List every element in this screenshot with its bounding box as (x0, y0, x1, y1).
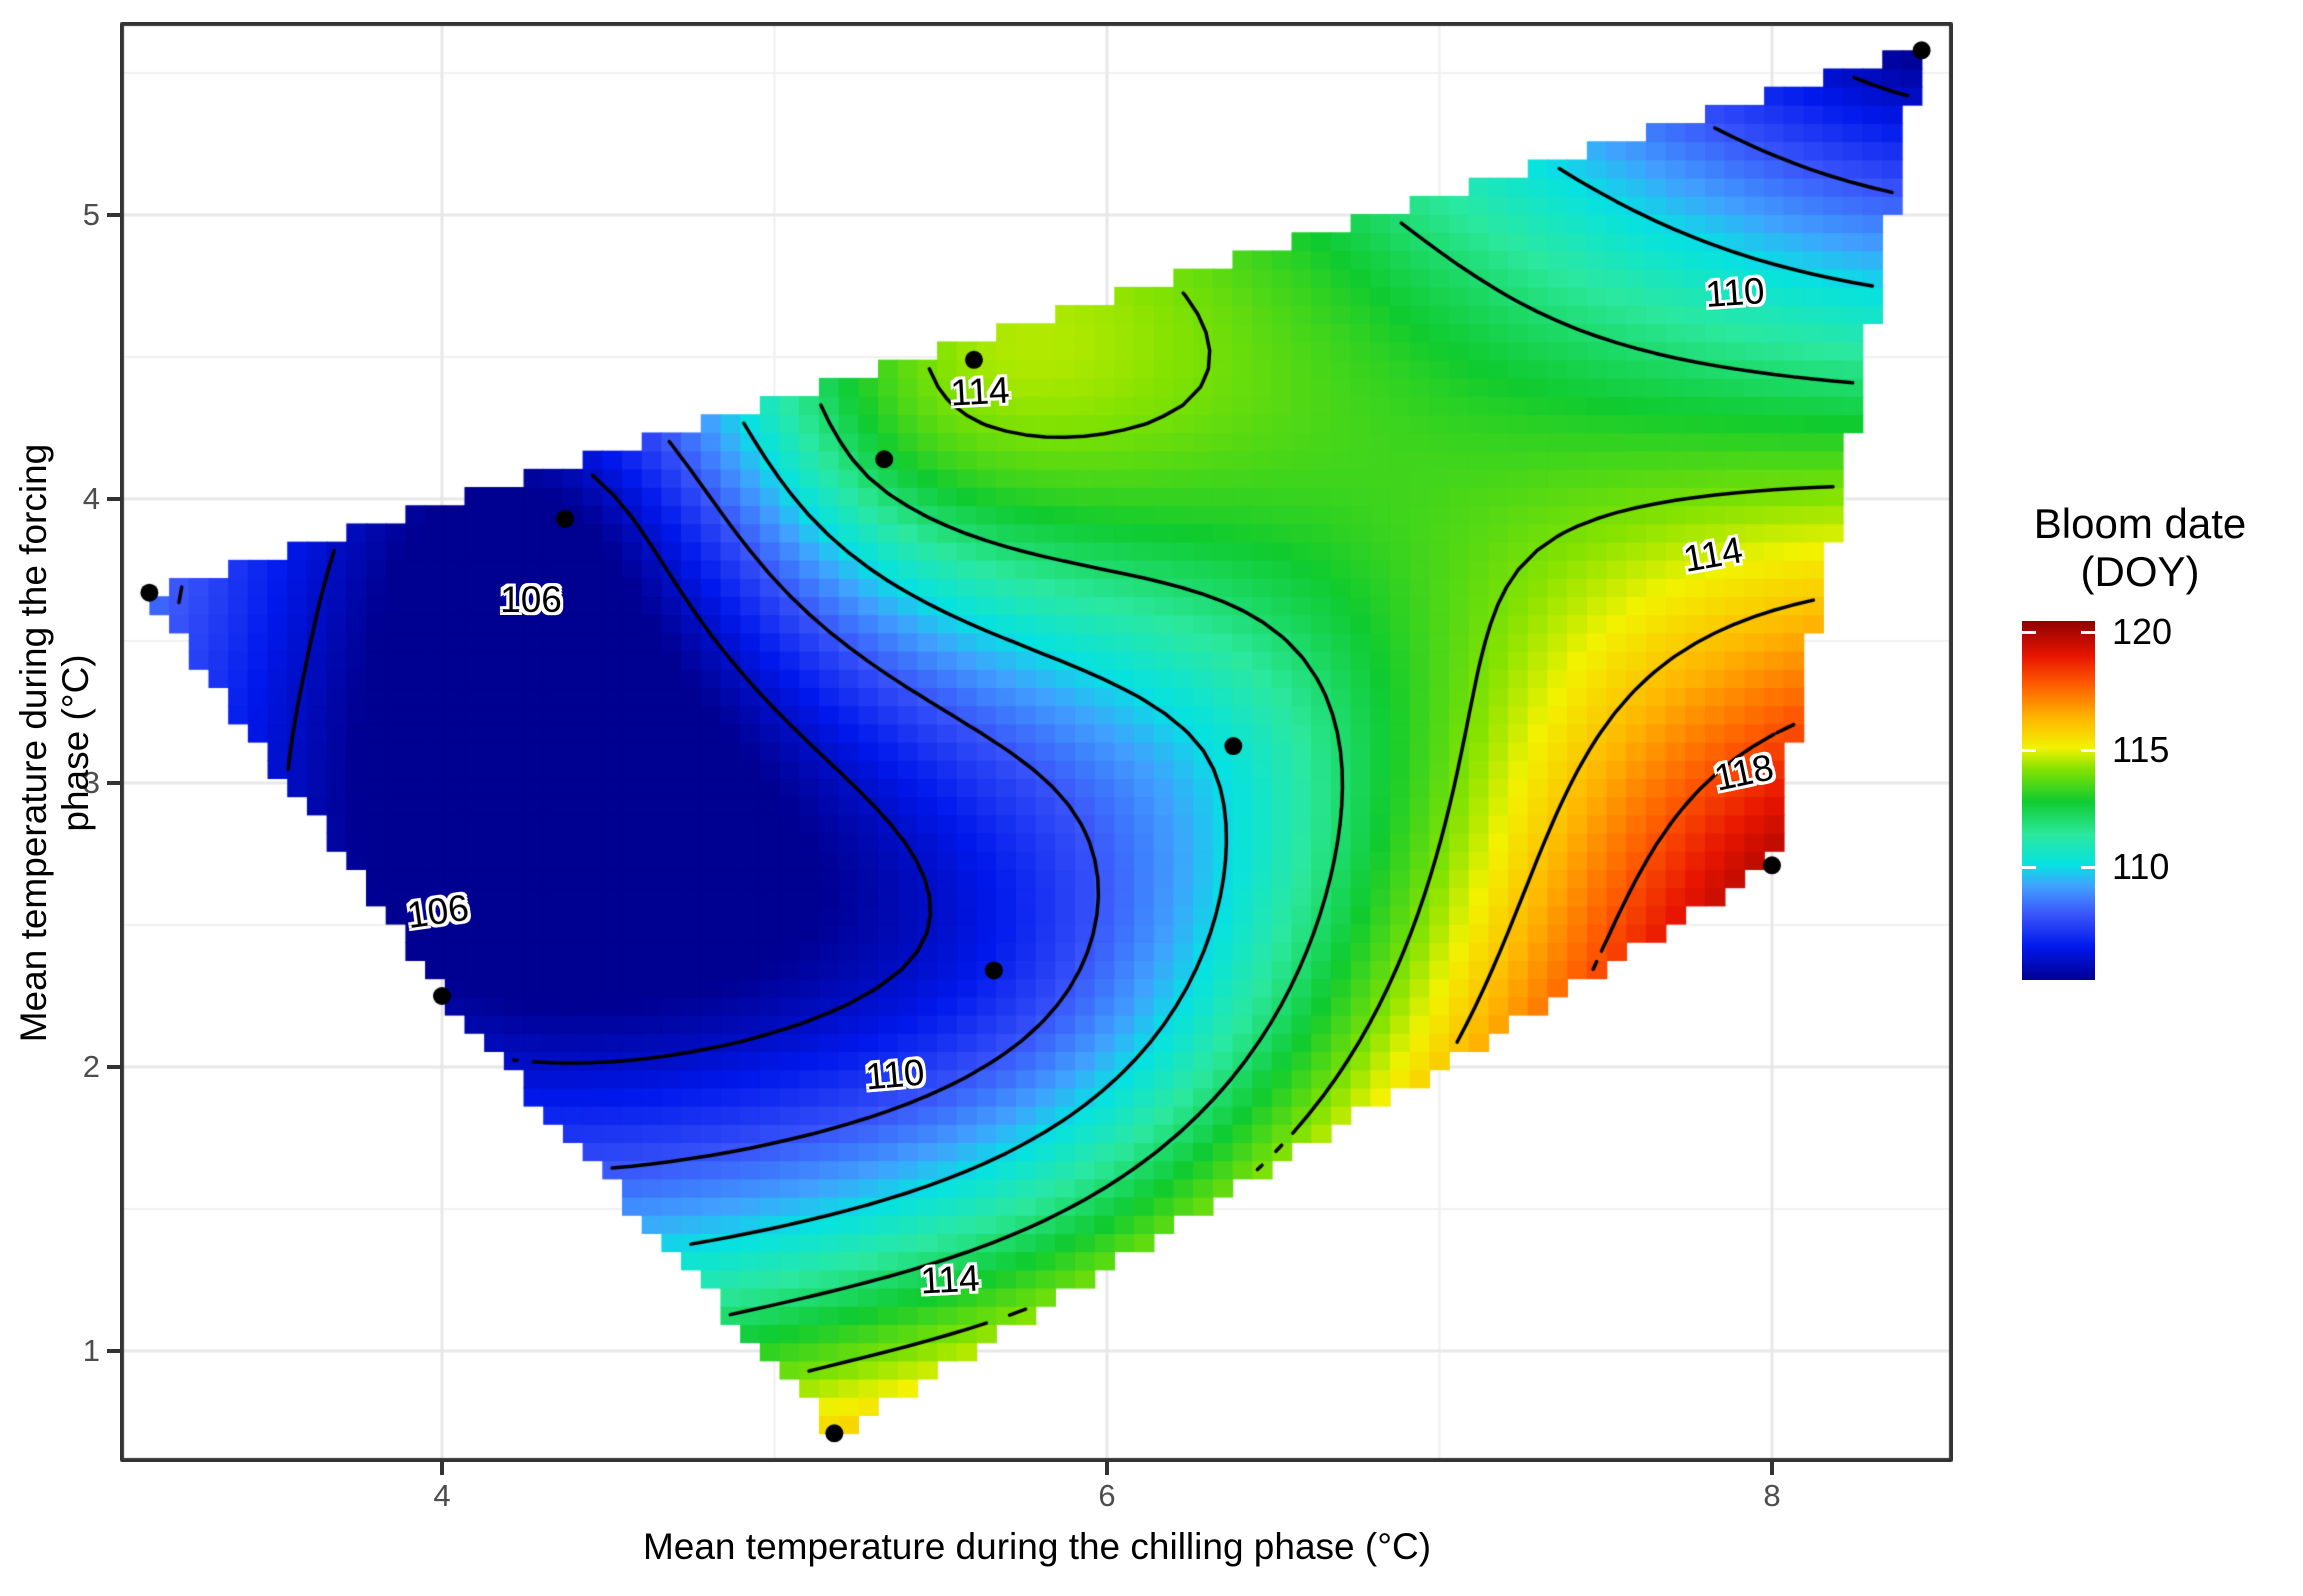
contour-surface-canvas (120, 22, 1953, 1462)
y-tick-mark (107, 1349, 120, 1353)
contour-label: 114 (949, 369, 1011, 414)
y-axis-title: Mean temperature during the forcing phas… (13, 443, 96, 1043)
contour-label: 114 (919, 1257, 981, 1302)
legend-tick-label: 115 (2112, 729, 2170, 770)
legend-tick-dash (2022, 631, 2036, 634)
y-tick-label: 2 (82, 1049, 100, 1084)
legend-tick-dash (2081, 866, 2095, 869)
contour-label: 110 (863, 1051, 927, 1098)
x-axis-title: Mean temperature during the chilling pha… (642, 1526, 1432, 1567)
x-tick-label: 6 (1098, 1478, 1116, 1513)
x-tick-label: 4 (433, 1478, 451, 1513)
y-tick-label: 3 (82, 765, 100, 800)
legend-title: Bloom date (DOY) (1980, 500, 2300, 596)
legend-tick-label: 120 (2112, 611, 2173, 652)
legend-title-line2: (DOY) (2080, 548, 2200, 595)
y-tick-mark (107, 1065, 120, 1069)
y-tick-mark (107, 213, 120, 217)
legend-colorbar (2022, 621, 2095, 980)
legend-title-line1: Bloom date (2033, 500, 2247, 547)
y-tick-label: 4 (82, 481, 100, 516)
legend-tick-dash (2022, 749, 2036, 752)
y-tick-mark (107, 497, 120, 501)
x-tick-mark (1105, 1462, 1109, 1475)
legend-tick-dash (2081, 631, 2095, 634)
contour-label: 106 (500, 579, 562, 620)
contour-label: 106 (404, 886, 472, 937)
legend-tick-dash (2022, 866, 2036, 869)
legend-tick-dash (2081, 749, 2095, 752)
y-tick-label: 1 (82, 1333, 100, 1368)
y-tick-mark (107, 781, 120, 785)
x-tick-mark (440, 1462, 444, 1475)
contour-label: 110 (1704, 269, 1766, 316)
y-tick-label: 5 (82, 197, 100, 232)
x-tick-label: 8 (1763, 1478, 1781, 1513)
legend-tick-label: 110 (2112, 846, 2170, 887)
x-tick-mark (1770, 1462, 1774, 1475)
